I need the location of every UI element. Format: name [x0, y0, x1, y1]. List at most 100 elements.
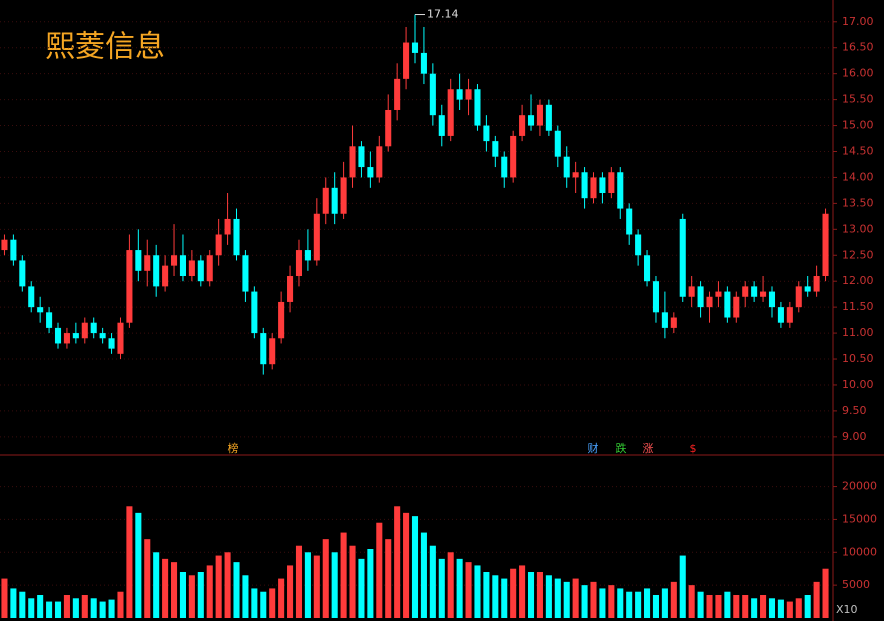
candle-body — [385, 109, 392, 147]
candle-body — [572, 172, 579, 178]
candle-body — [795, 286, 802, 308]
volume-tick-label: 10000 — [842, 545, 877, 558]
volume-bar — [652, 595, 660, 618]
volume-bar — [599, 588, 606, 618]
candle-body — [224, 218, 231, 235]
volume-bar — [563, 581, 570, 618]
volume-bar — [153, 552, 160, 618]
volume-bar — [385, 539, 392, 618]
volume-bar — [768, 598, 776, 618]
candle-body — [197, 260, 204, 282]
volume-bar — [519, 565, 526, 618]
volume-bar — [545, 575, 552, 618]
candle-body — [153, 255, 160, 287]
candle-body — [813, 276, 820, 292]
candle-body — [206, 255, 213, 282]
volume-bar — [804, 595, 811, 618]
candle-body — [367, 167, 374, 178]
volume-bar — [626, 591, 633, 618]
volume-bar — [456, 558, 463, 618]
candle-body — [215, 234, 222, 256]
y-tick-label: 12.00 — [842, 274, 874, 287]
y-tick-label: 16.00 — [842, 67, 874, 80]
volume-bar — [1, 578, 8, 618]
volume-bar — [10, 588, 17, 618]
candle-body — [786, 307, 793, 323]
volume-bar — [304, 552, 311, 618]
candle-body — [269, 338, 276, 365]
volume-bar — [483, 572, 490, 618]
volume-bar — [37, 595, 44, 618]
volume-tick-label: 5000 — [842, 578, 870, 591]
candle-body — [188, 260, 195, 277]
candle-body — [358, 146, 365, 168]
volume-bar — [447, 552, 454, 618]
candle-body — [501, 156, 508, 178]
candle-body — [179, 255, 186, 277]
volume-bar — [492, 575, 499, 618]
volume-bar — [697, 591, 704, 618]
event-marker: 跌 — [616, 441, 627, 455]
candle-body — [108, 338, 115, 349]
volume-bar — [733, 595, 740, 618]
volume-bar — [126, 506, 133, 618]
y-tick-label: 13.50 — [842, 196, 874, 209]
volume-bar — [46, 601, 53, 618]
volume-tick-label: 20000 — [842, 480, 877, 493]
event-marker: 财 — [588, 441, 599, 455]
candle-body — [19, 260, 26, 287]
volume-bar — [117, 591, 124, 618]
volume-bar — [269, 588, 276, 618]
candle-body — [90, 322, 97, 334]
volume-bar — [715, 595, 722, 618]
y-tick-label: 11.00 — [842, 326, 874, 339]
volume-bar — [215, 555, 222, 618]
volume-bar — [608, 585, 615, 618]
volume-bar — [403, 512, 410, 618]
candle-body — [777, 307, 784, 323]
volume-bar — [242, 575, 249, 618]
volume-bar — [688, 585, 695, 618]
candle-body — [536, 104, 543, 126]
volume-bar — [313, 555, 320, 618]
candle-body — [313, 213, 320, 261]
candle-body — [46, 312, 53, 328]
candle-body — [99, 333, 106, 339]
candle-body — [403, 42, 410, 79]
candle-body — [295, 250, 303, 277]
volume-bar — [411, 516, 419, 618]
volume-bar — [536, 572, 543, 618]
candle-body — [117, 322, 124, 354]
candle-body — [545, 104, 552, 131]
y-tick-label: 15.00 — [842, 119, 874, 132]
y-tick-label: 10.00 — [842, 378, 874, 391]
volume-bar — [90, 598, 97, 618]
volume-bar — [822, 568, 829, 618]
candle-body — [429, 73, 436, 116]
candle-body — [456, 89, 463, 100]
volume-bar — [197, 572, 204, 618]
volume-bar — [331, 552, 338, 618]
volume-bar — [581, 585, 588, 618]
chart-title: 熙菱信息 — [45, 30, 165, 65]
max-label: 17.14 — [427, 8, 459, 21]
candle-body — [331, 187, 338, 214]
volume-bar — [54, 601, 62, 618]
candle-body — [170, 255, 178, 266]
y-tick-label: 10.50 — [842, 352, 874, 365]
volume-bar — [813, 581, 820, 618]
candle-body — [768, 291, 776, 308]
volume-bar — [170, 562, 178, 618]
volume-bar — [260, 591, 267, 618]
volume-bar — [144, 539, 151, 618]
event-marker: 涨 — [643, 442, 654, 455]
volume-bar — [108, 599, 115, 618]
volume-tick-label: 15000 — [842, 512, 877, 525]
volume-bar — [527, 572, 535, 618]
volume-bar — [233, 562, 240, 618]
y-tick-label: 16.50 — [842, 41, 874, 54]
candle-body — [420, 52, 427, 74]
candle-body — [54, 327, 62, 344]
candle-body — [162, 265, 169, 287]
